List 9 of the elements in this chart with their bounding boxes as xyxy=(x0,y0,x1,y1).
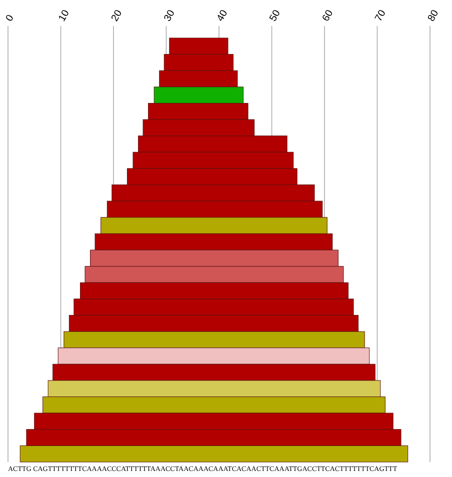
x-tick-label: 60 xyxy=(320,8,336,24)
x-tick-label: 40 xyxy=(215,8,230,24)
x-tick-label: 70 xyxy=(373,8,389,24)
x-tick-label: 0 xyxy=(4,12,17,24)
x-tick-label: 20 xyxy=(110,8,125,24)
x-tick-label: 30 xyxy=(162,8,178,24)
x-tick-label: 80 xyxy=(426,8,442,24)
x-tick-label: 50 xyxy=(268,8,284,24)
x-tick-label: 10 xyxy=(56,8,72,24)
